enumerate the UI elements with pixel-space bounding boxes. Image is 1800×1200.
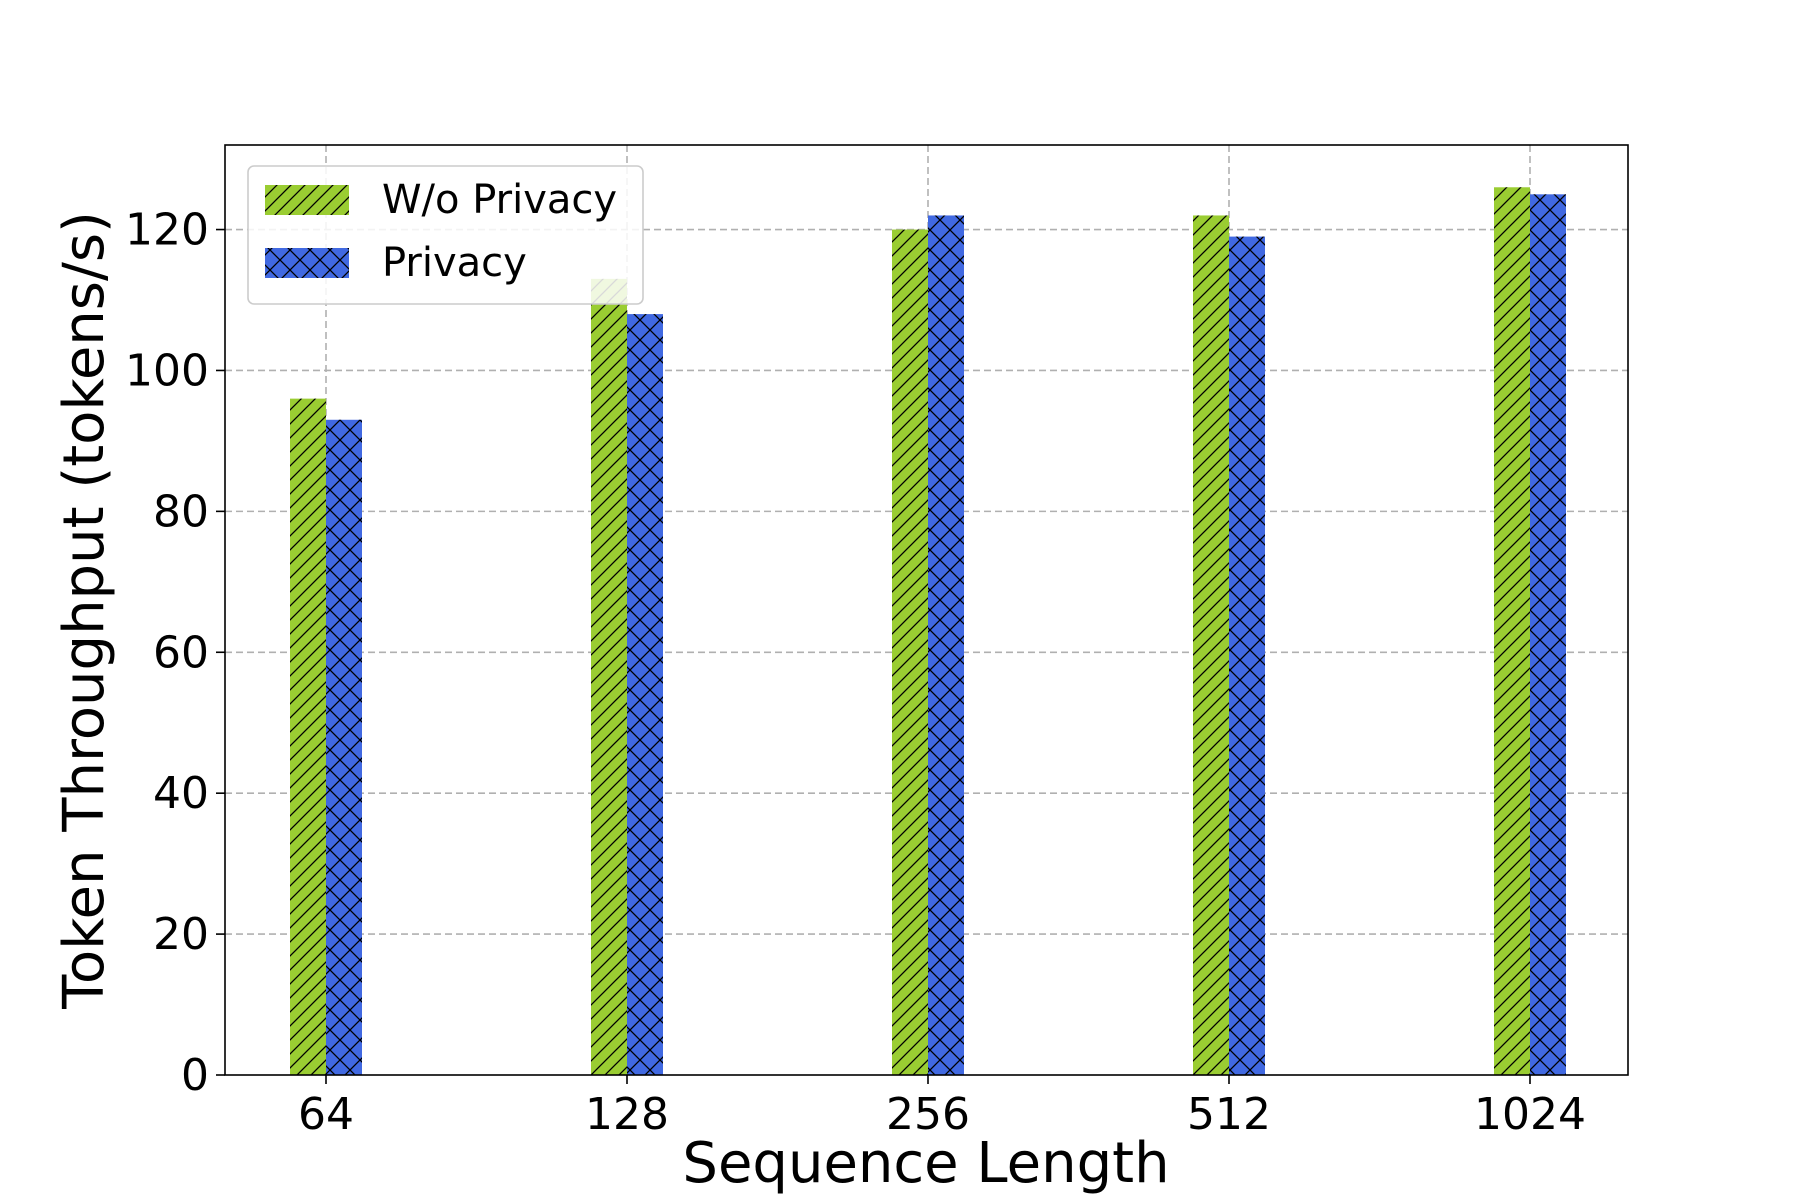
- bar-wo-privacy-128: [591, 278, 627, 1075]
- legend: W/o Privacy Privacy: [247, 165, 644, 305]
- legend-label: W/o Privacy: [382, 177, 617, 223]
- bar-hatch: [591, 278, 627, 1075]
- bar-privacy-128: [627, 314, 663, 1075]
- y-tick-label: 120: [125, 205, 209, 256]
- x-tick-label: 1024: [1474, 1089, 1586, 1140]
- legend-label: Privacy: [382, 240, 527, 286]
- bar-hatch: [627, 314, 663, 1075]
- y-tick-label: 40: [153, 768, 209, 819]
- bar-wo-privacy-256: [892, 229, 928, 1075]
- bar-hatch: [928, 215, 964, 1076]
- y-tick-label: 80: [153, 486, 209, 537]
- bar-hatch: [1193, 215, 1229, 1076]
- bar-privacy-512: [1229, 236, 1265, 1075]
- x-axis-label: Sequence Length: [682, 1131, 1169, 1196]
- legend-item-privacy: Privacy: [265, 240, 527, 286]
- bar-hatch: [1229, 236, 1265, 1075]
- y-axis-label: Token Throughput (tokens/s): [52, 211, 117, 1010]
- legend-swatch-hatch: [265, 248, 349, 278]
- bar-hatch: [290, 398, 326, 1075]
- bar-privacy-256: [928, 215, 964, 1076]
- legend-swatch-hatch: [265, 185, 349, 215]
- bar-hatch: [892, 229, 928, 1075]
- y-axis-ticks: 0 20 40 60 80 100 120: [125, 205, 225, 1101]
- bar-privacy-1024: [1530, 194, 1566, 1075]
- x-axis-ticks: 64 128 256 512 1024: [298, 1075, 1586, 1140]
- bars: [290, 187, 1566, 1076]
- y-tick-label: 0: [181, 1050, 209, 1101]
- bar-hatch: [326, 419, 362, 1076]
- bar-privacy-64: [326, 419, 362, 1076]
- y-tick-label: 20: [153, 909, 209, 960]
- x-tick-label: 128: [585, 1089, 669, 1140]
- bar-hatch: [1494, 187, 1530, 1076]
- x-tick-label: 256: [886, 1089, 970, 1140]
- legend-item-wo-privacy: W/o Privacy: [265, 177, 617, 223]
- bar-wo-privacy-64: [290, 398, 326, 1075]
- x-tick-label: 64: [298, 1089, 354, 1140]
- bar-wo-privacy-1024: [1494, 187, 1530, 1076]
- bar-hatch: [1530, 194, 1566, 1075]
- x-tick-label: 512: [1187, 1089, 1271, 1140]
- y-tick-label: 60: [153, 627, 209, 678]
- bar-wo-privacy-512: [1193, 215, 1229, 1076]
- plot-frame: [224, 144, 1629, 1076]
- y-tick-label: 100: [125, 345, 209, 396]
